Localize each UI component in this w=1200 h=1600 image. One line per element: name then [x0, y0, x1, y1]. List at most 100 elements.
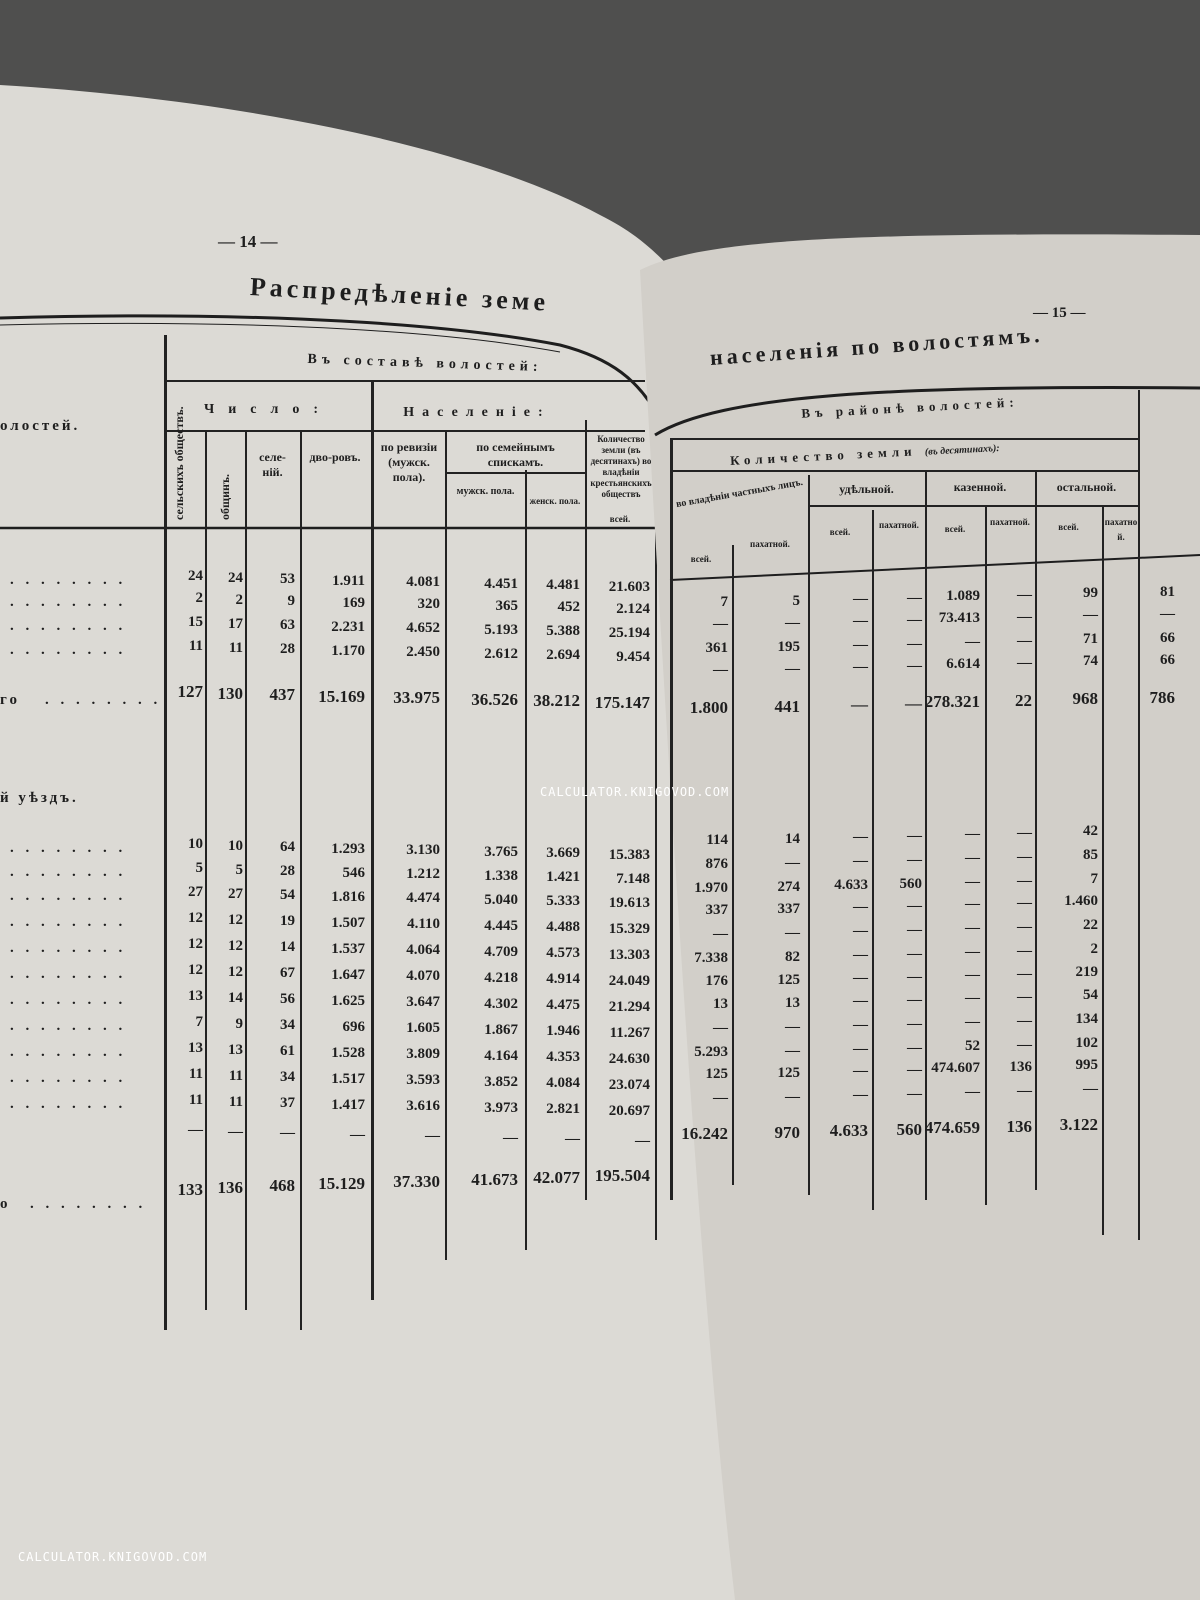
header-divider	[670, 470, 1138, 472]
col-header-communes: общинъ.	[218, 474, 232, 520]
table-cell: 9.454	[616, 648, 650, 665]
table-cell: —	[965, 874, 980, 890]
table-cell: 1.970	[694, 880, 728, 896]
table-cell: 4.914	[546, 971, 580, 987]
page-number: — 15 —	[1033, 305, 1086, 321]
total-cell: 4.633	[829, 1121, 868, 1140]
table-cell: 13	[228, 1041, 243, 1058]
table-cell: —	[965, 967, 980, 983]
table-cell: 17	[228, 615, 243, 632]
table-cell: 4.081	[406, 574, 440, 590]
leader-dots: . . . . . . . .	[10, 642, 127, 658]
table-cell: —	[853, 591, 868, 607]
table-cell: 1.507	[331, 914, 365, 931]
column-divider	[585, 420, 587, 1200]
table-cell: —	[1160, 605, 1175, 622]
table-cell: 11	[228, 1093, 243, 1110]
table-cell: 54	[280, 887, 295, 903]
total-cell: 278.321	[924, 692, 980, 711]
table-cell: —	[853, 659, 868, 675]
table-cell: 54	[1083, 987, 1098, 1003]
table-cell: 3.809	[406, 1046, 440, 1062]
table-cell: 4.353	[546, 1049, 580, 1065]
table-cell: 11	[228, 639, 243, 656]
table-cell: 67	[280, 965, 295, 981]
total-cell: 970	[774, 1122, 801, 1142]
table-cell: 14	[228, 989, 243, 1006]
table-cell: 361	[705, 640, 729, 656]
leader-dots: . . . . . . . .	[10, 966, 127, 982]
col-header-family-lists: по семейнымъ спискамъ.	[476, 440, 555, 469]
table-cell: —	[785, 614, 800, 631]
table-cell: 12	[228, 911, 243, 928]
table-cell: 995	[1075, 1057, 1099, 1073]
table-cell: 99	[1083, 585, 1098, 601]
table-cell: 4.302	[484, 995, 518, 1012]
table-cell: 23.074	[608, 1076, 650, 1093]
column-divider	[205, 430, 207, 1310]
table-cell: —	[965, 1084, 980, 1100]
table-cell: —	[853, 1041, 868, 1057]
table-cell: 5	[195, 860, 204, 876]
table-cell: 2.450	[406, 644, 440, 660]
table-cell: 52	[965, 1038, 980, 1054]
table-cell: —	[853, 970, 868, 986]
table-cell: 5	[792, 592, 801, 609]
table-cell: 12	[188, 910, 203, 926]
total-cell: 22	[1015, 690, 1032, 710]
table-cell: —	[425, 1128, 440, 1144]
col-header-revision: по ревизіи (мужск. пола).	[380, 440, 438, 484]
right-page-paper	[640, 234, 1200, 1600]
table-cell: —	[907, 968, 922, 985]
table-cell: —	[907, 635, 922, 652]
leader-dots: . . . . . . . .	[10, 1070, 127, 1086]
table-cell: 63	[280, 617, 295, 633]
table-cell: —	[907, 991, 922, 1008]
leader-dots: . . . . . . . .	[10, 594, 127, 610]
table-cell: —	[965, 990, 980, 1006]
table-cell: 24	[188, 568, 203, 584]
table-cell: 3.765	[484, 843, 518, 860]
table-cell: —	[503, 1129, 518, 1146]
header-divider	[808, 505, 1138, 507]
table-cell: —	[965, 634, 980, 650]
table-border	[164, 335, 167, 1330]
col-header-udel-total: всей.	[829, 527, 851, 537]
column-divider	[445, 430, 447, 1260]
table-cell: 365	[495, 597, 519, 614]
page-number: — 14 —	[218, 232, 278, 251]
table-cell: 20.697	[608, 1102, 650, 1119]
table-cell: 1.417	[331, 1096, 365, 1113]
table-cell: 4.481	[546, 577, 580, 593]
table-cell: 7	[720, 594, 729, 610]
column-divider	[1035, 470, 1037, 1190]
table-cell: 2.694	[546, 647, 580, 663]
table-cell: —	[907, 921, 922, 938]
table-cell: 13	[785, 994, 800, 1011]
total-cell: 136	[217, 1178, 244, 1197]
table-cell: —	[907, 1085, 922, 1102]
table-cell: 1.816	[331, 888, 365, 905]
table-cell: 4.164	[484, 1047, 518, 1064]
table-cell: 2	[1090, 941, 1099, 957]
table-cell: 4.451	[484, 575, 518, 592]
table-cell: 9	[287, 593, 296, 609]
table-cell: 21.294	[608, 998, 650, 1015]
column-divider	[371, 380, 374, 1300]
watermark: CALCULATOR.KNIGOVOD.COM	[540, 785, 730, 799]
table-cell: 19.613	[608, 894, 650, 911]
table-cell: —	[965, 826, 980, 842]
table-cell: —	[907, 611, 922, 628]
table-cell: 28	[280, 641, 295, 657]
table-cell: —	[1017, 632, 1032, 649]
table-cell: —	[853, 613, 868, 629]
col-header-kazennoy: казенной.	[953, 480, 1007, 494]
table-cell: —	[785, 1018, 800, 1035]
total-cell: 16.242	[681, 1124, 728, 1143]
table-cell: —	[1017, 1036, 1032, 1053]
table-cell: 195	[777, 638, 801, 655]
column-divider	[655, 440, 657, 1240]
table-cell: 13	[188, 1040, 203, 1056]
header-divider	[165, 380, 645, 382]
table-cell: —	[713, 616, 728, 632]
